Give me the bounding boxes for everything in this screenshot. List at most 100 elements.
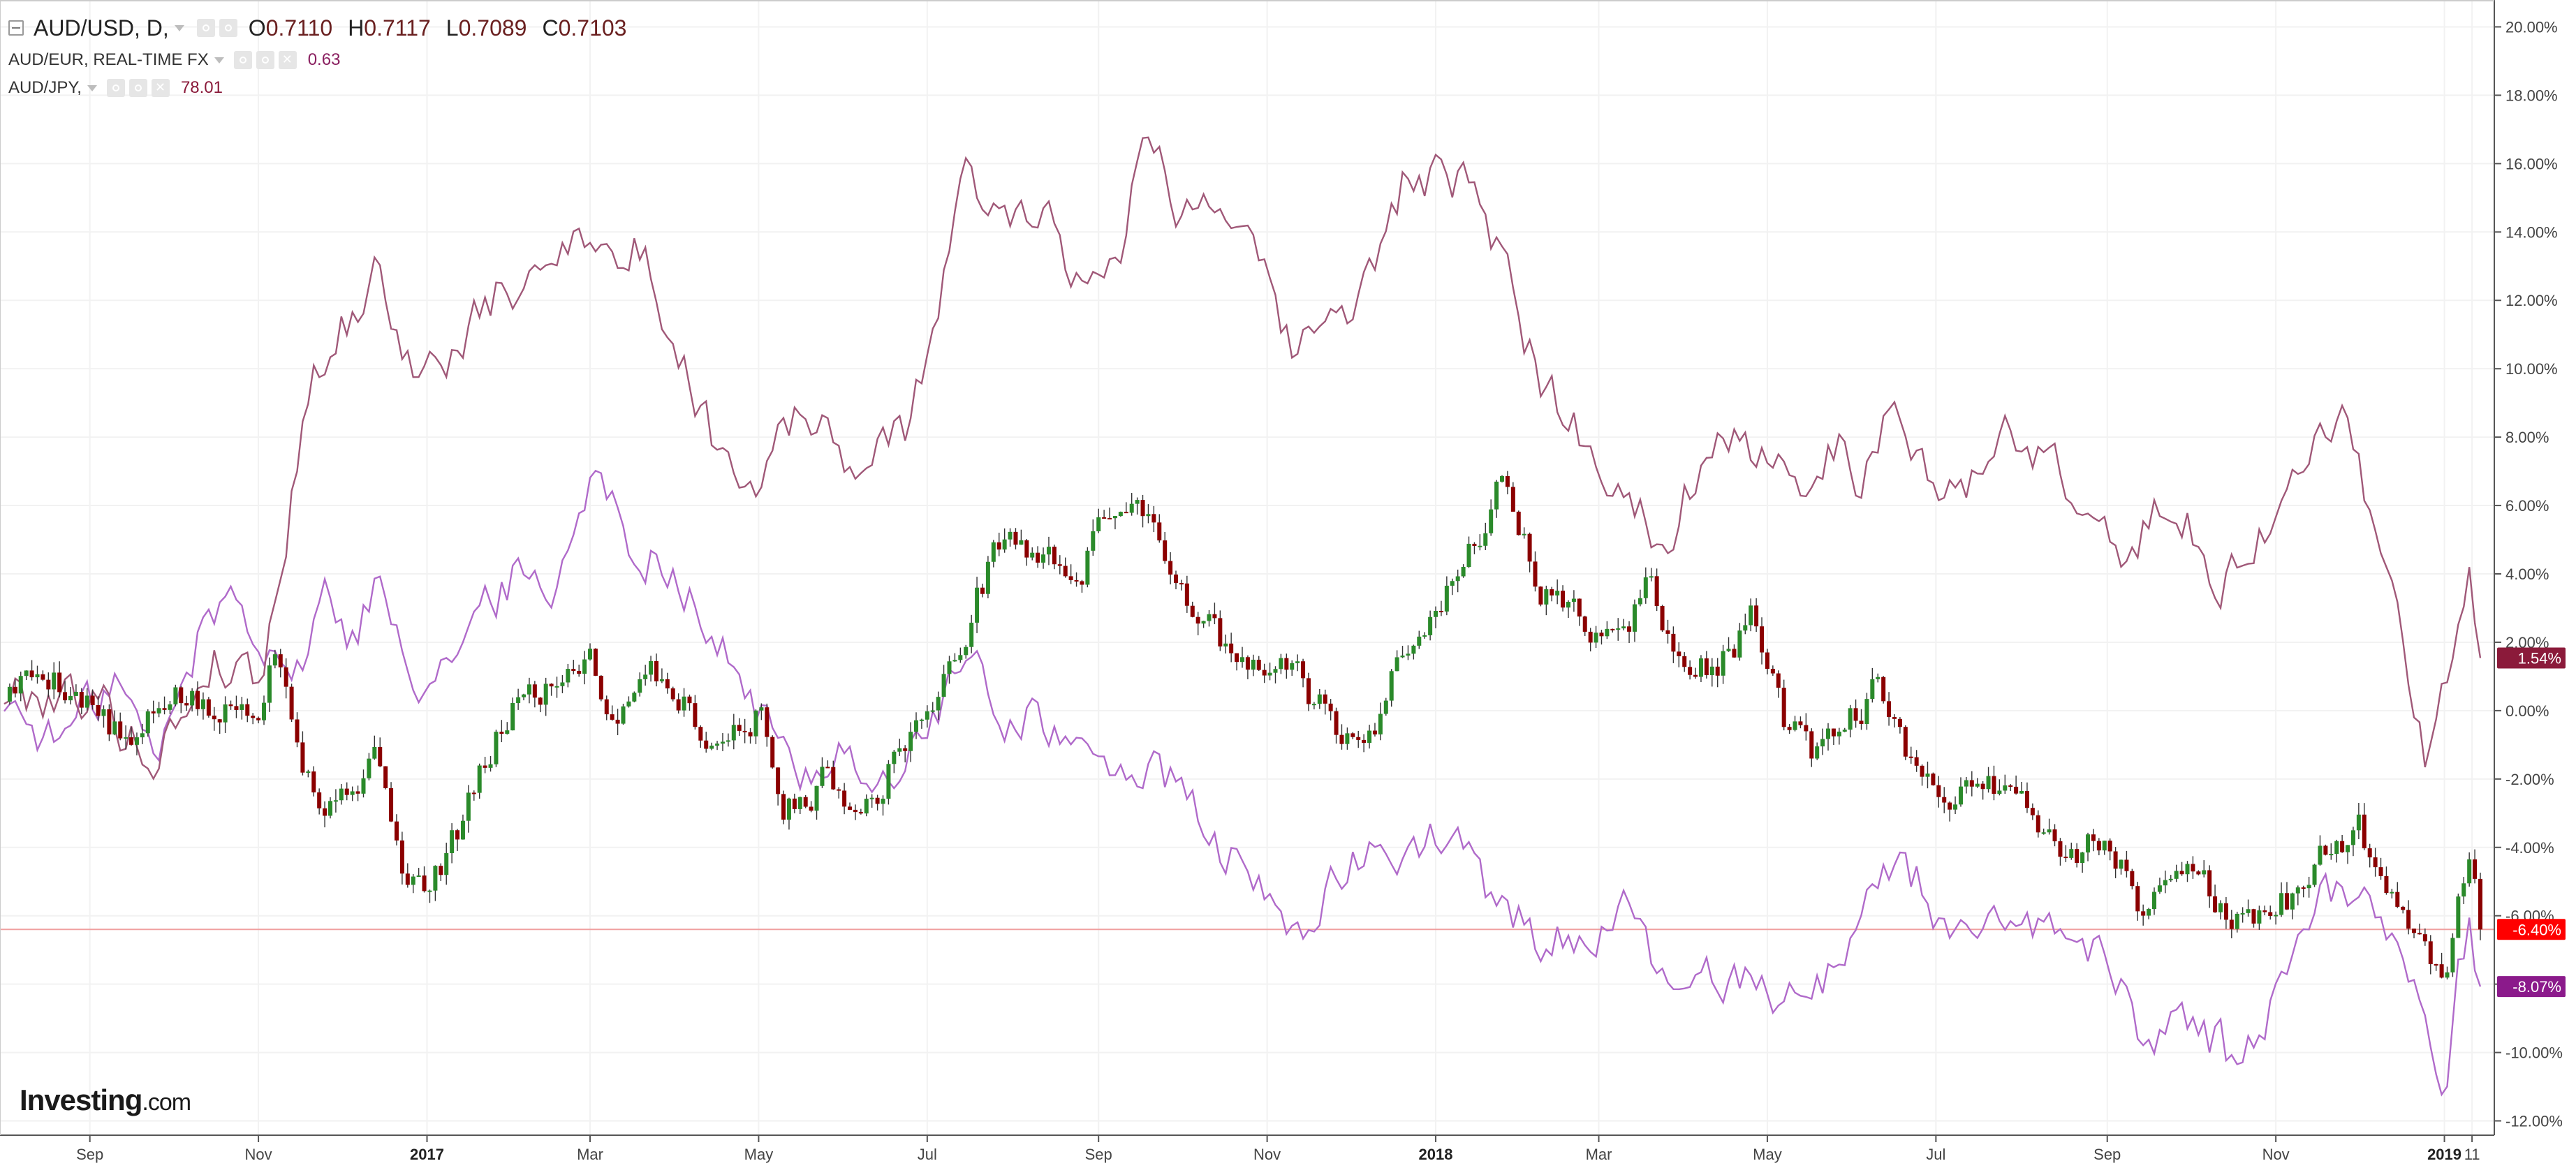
candle	[892, 749, 897, 774]
candle	[1704, 651, 1709, 679]
candle-up	[1411, 645, 1416, 654]
candle	[499, 720, 504, 743]
investing-logo[interactable]: Investing.com	[20, 1084, 191, 1117]
candle	[1345, 727, 1350, 750]
candle-up	[985, 561, 990, 594]
candle-up	[2290, 893, 2295, 910]
collapse-icon[interactable]	[8, 20, 24, 36]
candle-up	[527, 684, 531, 695]
close-icon[interactable]	[151, 79, 170, 97]
gear-icon[interactable]	[219, 19, 237, 37]
x-tick-label: Mar	[577, 1146, 603, 1163]
candle	[350, 786, 355, 801]
candle	[1394, 650, 1399, 672]
candle	[1616, 618, 1621, 641]
candle-down	[1798, 721, 1803, 725]
candle-down	[256, 718, 261, 720]
candle-down	[2113, 851, 2118, 869]
candle	[1218, 610, 1223, 651]
candle	[57, 661, 62, 697]
visibility-icon[interactable]	[106, 79, 125, 97]
last-value-badge: -8.07%	[2497, 976, 2566, 998]
candle	[1151, 505, 1156, 533]
candle	[1428, 610, 1433, 641]
close-icon[interactable]	[278, 51, 297, 69]
candle	[1621, 619, 1626, 630]
chevron-down-icon[interactable]	[87, 84, 97, 91]
open-label: O	[248, 15, 266, 40]
candle-up	[1621, 626, 1626, 629]
candle	[858, 808, 863, 815]
chevron-down-icon[interactable]	[174, 24, 184, 31]
candle-up	[1953, 804, 1958, 810]
candle	[2030, 803, 2035, 820]
candle-up	[73, 692, 78, 696]
candle-up	[1478, 545, 1482, 547]
candle-up	[505, 730, 510, 734]
candle	[367, 753, 371, 781]
candle	[1422, 632, 1427, 639]
candle-up	[1406, 653, 1411, 656]
candle-up	[1616, 628, 1621, 630]
candle	[361, 769, 366, 798]
candle	[124, 725, 128, 750]
candle-up	[914, 720, 919, 732]
candle-down	[399, 840, 404, 874]
candle	[709, 742, 714, 751]
candle	[659, 668, 664, 683]
candle	[2384, 866, 2389, 895]
candle-up	[173, 687, 178, 704]
candle	[615, 709, 620, 736]
candle-down	[2422, 934, 2427, 942]
candle	[2318, 835, 2323, 866]
compare2-symbol[interactable]: AUD/JPY,	[8, 78, 82, 97]
candle	[1323, 689, 1327, 715]
compare1-symbol[interactable]: AUD/EUR, REAL-TIME FX	[8, 50, 209, 69]
candle	[1223, 634, 1228, 654]
y-tick-label: 8.00%	[2505, 429, 2549, 446]
candle-down	[1787, 727, 1792, 730]
candle	[1080, 579, 1084, 593]
candle	[2075, 843, 2080, 868]
candle	[1958, 777, 1963, 807]
candle-down	[1074, 579, 1079, 582]
visibility-icon[interactable]	[233, 51, 252, 69]
candle-down	[1168, 561, 1173, 575]
candle	[1102, 510, 1107, 519]
candle-up	[466, 792, 471, 821]
candle	[980, 584, 985, 598]
candle	[753, 709, 758, 744]
candle	[2478, 872, 2482, 940]
candle-up	[267, 665, 272, 703]
candle-down	[1157, 522, 1162, 541]
settings-icon[interactable]	[196, 19, 215, 37]
candle	[173, 684, 178, 707]
candle	[79, 688, 84, 715]
chevron-down-icon[interactable]	[214, 57, 224, 64]
candle	[2047, 818, 2052, 835]
main-symbol[interactable]: AUD/USD, D,	[34, 15, 169, 40]
settings-icon[interactable]	[128, 79, 147, 97]
candle-up	[991, 542, 996, 562]
y-tick-label: -10.00%	[2505, 1044, 2563, 1062]
candle-up	[1444, 585, 1449, 612]
settings-icon[interactable]	[256, 51, 274, 69]
candle	[2157, 878, 2162, 894]
candle	[604, 695, 609, 720]
candle-down	[378, 746, 383, 767]
candle-up	[1876, 677, 1881, 679]
candle-up	[1466, 543, 1471, 568]
candle-up	[1848, 708, 1853, 730]
candle-down	[471, 792, 476, 794]
candle-down	[317, 792, 322, 808]
candle	[52, 662, 57, 700]
candle-up	[1494, 481, 1499, 510]
candle	[1726, 637, 1731, 652]
candle	[1908, 746, 1913, 764]
candle-up	[140, 733, 145, 738]
candle	[814, 785, 819, 820]
candle-up	[947, 661, 952, 674]
candle	[2168, 875, 2173, 882]
candle	[2196, 870, 2201, 875]
